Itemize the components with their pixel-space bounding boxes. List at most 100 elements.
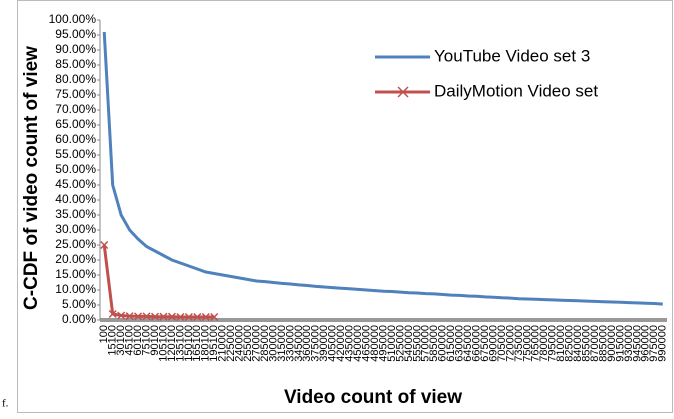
x-tick-label: 30100 bbox=[115, 325, 127, 356]
x-tick-label: 435000 bbox=[344, 325, 356, 362]
chart-frame bbox=[17, 0, 673, 413]
y-tick-label: 75.00% bbox=[55, 87, 96, 101]
x-tick-label: 645000 bbox=[462, 325, 474, 362]
legend-marker bbox=[397, 86, 409, 98]
x-tick-label: 100 bbox=[98, 325, 110, 343]
x-tick-label: 150100 bbox=[183, 325, 195, 362]
legend-label: YouTube Video set 3 bbox=[434, 46, 590, 65]
x-tick-label: 915000 bbox=[614, 325, 626, 362]
y-tick-label: 100.00% bbox=[49, 12, 97, 26]
legend-label: DailyMotion Video set bbox=[434, 81, 598, 100]
x-tick-label: 720000 bbox=[504, 325, 516, 362]
x-tick-label: 615000 bbox=[445, 325, 457, 362]
x-tick-label: 165100 bbox=[191, 325, 203, 362]
y-tick-label: 65.00% bbox=[55, 117, 96, 131]
x-tick-label: 510000 bbox=[386, 325, 398, 362]
series-marker bbox=[193, 312, 202, 322]
x-tick-label: 360000 bbox=[301, 325, 313, 362]
series-marker bbox=[184, 312, 193, 322]
x-tick-label: 225000 bbox=[225, 325, 237, 362]
y-tick-label: 20.00% bbox=[55, 252, 96, 266]
x-tick-label: 390000 bbox=[318, 325, 330, 362]
x-tick-label: 135100 bbox=[174, 325, 186, 362]
x-tick-label: 285000 bbox=[259, 325, 271, 362]
x-tick-label: 795000 bbox=[547, 325, 559, 362]
x-tick-label: 375000 bbox=[310, 325, 322, 362]
y-tick-label: 60.00% bbox=[55, 132, 96, 146]
x-tick-label: 765000 bbox=[530, 325, 542, 362]
x-tick-label: 210000 bbox=[217, 325, 229, 362]
series-marker bbox=[210, 312, 219, 322]
x-tick-label: 345000 bbox=[293, 325, 305, 362]
x-tick-label: 885000 bbox=[597, 325, 609, 362]
x-tick-label: 330000 bbox=[284, 325, 296, 362]
x-tick-label: 855000 bbox=[581, 325, 593, 362]
x-tick-label: 690000 bbox=[487, 325, 499, 362]
x-tick-label: 780000 bbox=[538, 325, 550, 362]
x-tick-label: 450000 bbox=[352, 325, 364, 362]
x-tick-label: 990000 bbox=[657, 325, 669, 362]
x-tick-label: 750000 bbox=[521, 325, 533, 362]
y-tick-label: 90.00% bbox=[55, 42, 96, 56]
x-tick-label: 945000 bbox=[631, 325, 643, 362]
x-tick-label: 420000 bbox=[335, 325, 347, 362]
y-tick-label: 95.00% bbox=[55, 27, 96, 41]
x-tick-label: 735000 bbox=[513, 325, 525, 362]
x-tick-label: 600000 bbox=[437, 325, 449, 362]
x-tick-label: 585000 bbox=[428, 325, 440, 362]
y-tick-label: 80.00% bbox=[55, 72, 96, 86]
x-tick-label: 840000 bbox=[572, 325, 584, 362]
x-tick-label: 240000 bbox=[234, 325, 246, 362]
x-tick-label: 825000 bbox=[564, 325, 576, 362]
x-tick-label: 15100 bbox=[107, 325, 119, 356]
x-tick-label: 315000 bbox=[276, 325, 288, 362]
x-tick-label: 660000 bbox=[470, 325, 482, 362]
series-line bbox=[102, 244, 215, 319]
x-tick-label: 900000 bbox=[606, 325, 618, 362]
y-tick-label: 30.00% bbox=[55, 222, 96, 236]
y-tick-label: 40.00% bbox=[55, 192, 96, 206]
x-tick-label: 705000 bbox=[496, 325, 508, 362]
x-tick-label: 270000 bbox=[250, 325, 262, 362]
x-tick-label: 525000 bbox=[394, 325, 406, 362]
x-tick-label: 495000 bbox=[377, 325, 389, 362]
y-tick-label: 70.00% bbox=[55, 102, 96, 116]
y-tick-label: 35.00% bbox=[55, 207, 96, 221]
x-tick-label: 540000 bbox=[403, 325, 415, 362]
x-tick-label: 60100 bbox=[132, 325, 144, 356]
x-tick-label: 870000 bbox=[589, 325, 601, 362]
x-tick-label: 960000 bbox=[640, 325, 652, 362]
y-tick-label: 5.00% bbox=[62, 297, 96, 311]
y-tick-label: 15.00% bbox=[55, 267, 96, 281]
x-tick-label: 255000 bbox=[242, 325, 254, 362]
y-tick-label: 45.00% bbox=[55, 177, 96, 191]
x-tick-label: 120100 bbox=[166, 325, 178, 362]
series-marker bbox=[117, 311, 126, 320]
series-marker bbox=[150, 312, 160, 321]
x-axis-title: Video count of view bbox=[284, 387, 462, 408]
y-tick-label: 85.00% bbox=[55, 57, 96, 71]
series-marker bbox=[176, 312, 185, 322]
series-marker bbox=[142, 312, 151, 321]
x-tick-label: 465000 bbox=[360, 325, 372, 362]
x-tick-label: 405000 bbox=[327, 325, 339, 362]
x-tick-label: 75100 bbox=[140, 325, 152, 356]
series-line bbox=[102, 31, 663, 306]
series-marker bbox=[159, 312, 168, 321]
series-marker bbox=[100, 240, 109, 250]
x-tick-label: 180100 bbox=[200, 325, 212, 362]
y-tick-label: 55.00% bbox=[55, 147, 96, 161]
series-marker bbox=[134, 312, 143, 321]
series-marker bbox=[201, 312, 210, 322]
series-marker bbox=[108, 309, 117, 319]
y-tick-label: 50.00% bbox=[55, 162, 96, 176]
x-tick-label: 975000 bbox=[648, 325, 660, 362]
x-tick-label: 300000 bbox=[267, 325, 279, 362]
x-tick-label: 810000 bbox=[555, 325, 567, 362]
y-tick-label: 0.00% bbox=[62, 312, 96, 326]
x-tick-label: 630000 bbox=[454, 325, 466, 362]
series-marker bbox=[125, 312, 134, 321]
y-axis-title: C-CDF of video count of view bbox=[21, 46, 42, 310]
x-tick-label: 570000 bbox=[420, 325, 432, 362]
